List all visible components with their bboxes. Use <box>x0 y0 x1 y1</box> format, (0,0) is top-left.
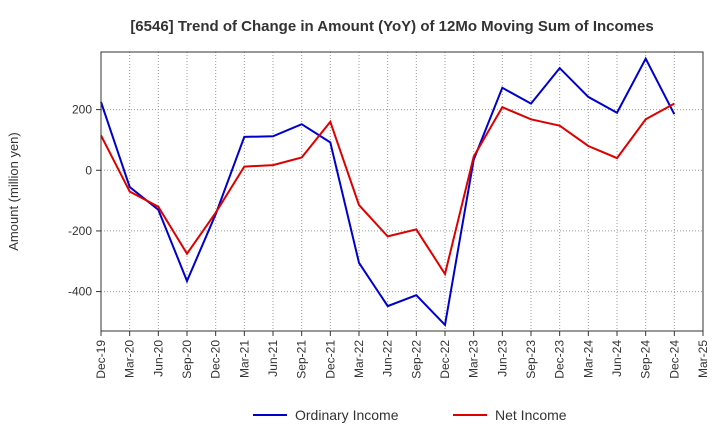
x-tick-label: Sep-24 <box>639 340 653 379</box>
x-tick-label: Mar-20 <box>123 340 137 378</box>
y-tick-label: 200 <box>72 103 92 117</box>
y-tick-label: -400 <box>68 285 92 299</box>
x-tick-label: Dec-20 <box>209 340 223 379</box>
x-tick-label: Sep-20 <box>180 340 194 379</box>
y-axis-label: Amount (million yen) <box>6 132 21 251</box>
legend-label-1: Ordinary Income <box>295 407 399 423</box>
x-tick-label: Dec-24 <box>667 340 681 379</box>
x-axis-ticks: Dec-19 Mar-20 Jun-20 Sep-20 Dec-20 Mar-21 Jun-… <box>94 331 710 379</box>
legend: Ordinary Income Net Income <box>253 407 567 423</box>
x-tick-label: Dec-19 <box>94 340 108 379</box>
series-line-2 <box>100 102 675 277</box>
x-tick-label: Jun-24 <box>610 340 624 377</box>
x-tick-label: Dec-23 <box>553 340 567 379</box>
x-tick-label: Mar-23 <box>467 340 481 378</box>
y-tick-label: -200 <box>68 224 92 238</box>
x-tick-label: Sep-21 <box>295 340 309 379</box>
chart-title: [6546] Trend of Change in Amount (YoY) o… <box>130 18 653 35</box>
x-tick-label: Jun-21 <box>266 340 280 377</box>
series-line-1 <box>100 56 676 328</box>
y-tick-label: 0 <box>85 163 92 177</box>
x-tick-label: Jun-23 <box>495 340 509 377</box>
x-tick-label: Sep-23 <box>524 340 538 379</box>
plot-frame <box>100 51 704 332</box>
x-tick-label: Jun-22 <box>381 340 395 377</box>
x-tick-label: Dec-21 <box>323 340 337 379</box>
x-tick-label: Mar-21 <box>237 340 251 378</box>
x-tick-label: Mar-25 <box>696 340 710 378</box>
x-tick-label: Mar-22 <box>352 340 366 378</box>
grid <box>101 52 703 331</box>
x-tick-label: Jun-20 <box>151 340 165 377</box>
x-tick-label: Dec-22 <box>438 340 452 379</box>
x-tick-label: Mar-24 <box>581 340 595 378</box>
legend-label-2: Net Income <box>495 407 567 423</box>
x-tick-label: Sep-22 <box>409 340 423 379</box>
y-axis-ticks: -400 -200 0 200 <box>68 103 101 299</box>
series-layer <box>100 56 676 328</box>
